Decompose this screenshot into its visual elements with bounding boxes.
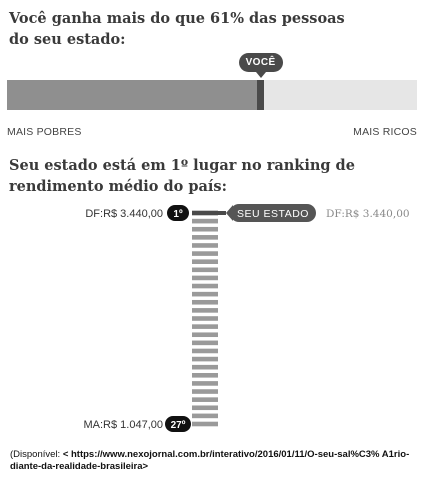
top-rank-badge: [167, 205, 189, 221]
rank-bar-27: [192, 421, 218, 427]
ranking-title-line1: Seu estado está em 1º lugar no ranking d…: [9, 157, 355, 174]
bottom-rank-badge: [165, 416, 191, 432]
ranking-title-line2: rendimento médio do país:: [9, 178, 227, 195]
rank-bar-11: [192, 291, 218, 297]
rank-bar-18: [192, 348, 218, 354]
source-prefix: (Disponível:: [10, 449, 63, 460]
source-citation: (Disponível: < https://www.nexojornal.co…: [10, 449, 420, 473]
your-state-value-label: DF:R$ 3.440,00: [326, 208, 410, 220]
percentile-title-line1: Você ganha mais do que 61% das pessoas: [9, 10, 345, 27]
bottom-value-label: MA:R$ 1.047,00: [84, 419, 164, 431]
percentile-marker: [257, 80, 265, 110]
rank-bar-15: [192, 324, 218, 329]
rank-bar-7: [192, 259, 218, 264]
percentile-title-line2: do seu estado:: [9, 31, 126, 48]
rank-bar-26: [192, 413, 218, 419]
rank-bar-13: [192, 308, 218, 313]
rank-bar-22: [192, 381, 218, 386]
source-link: < https://www.nexojornal.com.br/interati…: [10, 449, 410, 472]
rank-bar-16: [192, 332, 218, 338]
rank-bar-6: [192, 251, 218, 256]
richer-label: MAIS RICOS: [353, 126, 417, 138]
rank-bar-25: [192, 405, 218, 411]
rank-bar-5: [192, 243, 218, 248]
percentile-bar: [7, 80, 417, 110]
rank-bar-14: [192, 316, 218, 321]
rank-bar-19: [192, 356, 218, 362]
seu-estado-label: SEU ESTADO: [237, 208, 309, 220]
rank-bar-21: [192, 373, 218, 378]
bottom-rank-number: 27º: [171, 420, 186, 431]
rank-bar-17: [192, 340, 218, 346]
rank-bar-10: [192, 283, 218, 289]
rank-bar-9: [192, 275, 218, 281]
voce-badge: VOCÊ: [238, 53, 283, 72]
rank-bar-24: [192, 397, 218, 402]
voce-pointer: [255, 72, 266, 78]
percentile-title: Você ganha mais do que 61% das pessoas d…: [9, 8, 409, 50]
seu-estado-pill: [230, 204, 316, 222]
percentile-bar-fill: [7, 80, 258, 110]
top-rank-number: 1º: [173, 209, 183, 220]
rank-bar-2: [192, 218, 218, 224]
rank-bar-3: [192, 226, 218, 232]
ranking-title: Seu estado está em 1º lugar no ranking d…: [9, 155, 409, 197]
rank-bar-12: [192, 299, 218, 305]
ranking-chart: SEU ESTADO DF:R$ 3.440,00 1º DF:R$ 3.440,00…: [84, 204, 410, 432]
rank-bar-1: [192, 210, 218, 216]
rank-bar-23: [192, 389, 218, 394]
top-value-label: DF:R$ 3.440,00: [85, 208, 163, 220]
poorer-label: MAIS POBRES: [7, 126, 82, 138]
rank-bar-8: [192, 267, 218, 273]
rank-bar-20: [192, 364, 218, 370]
rank-bar-4: [192, 235, 218, 240]
